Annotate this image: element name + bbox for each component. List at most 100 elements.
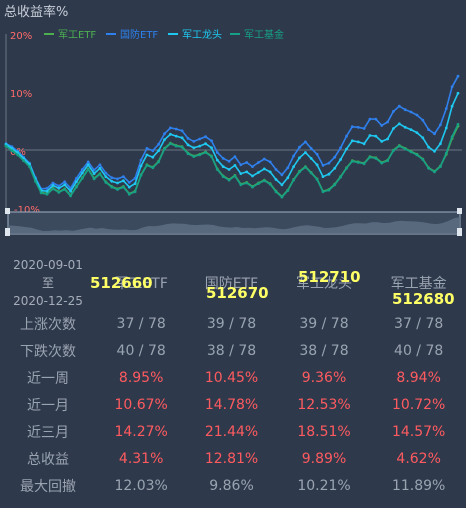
series-point [192,155,196,159]
series-point [215,151,219,154]
series-point [444,126,448,130]
fund-header: 国防ETF [186,256,276,310]
series-point [433,149,436,153]
series-point [415,113,419,117]
slider-handle-right[interactable] [457,228,462,236]
series-point [309,147,313,150]
legend[interactable]: 军工ETF 国防ETF 军工龙头 军工基金 [44,28,284,41]
series-point [16,153,20,157]
series-point [174,127,178,131]
series-point [139,164,143,168]
legend-label: 国防ETF [120,28,158,41]
series-point [57,186,61,190]
series-point [397,104,401,108]
series-point [215,158,219,162]
stat-value: 14.57% [391,423,446,440]
series-point [427,128,430,132]
series-point [251,174,254,178]
series-point [262,157,266,161]
stat-value: 21.44% [204,423,259,440]
series-point [22,159,25,163]
series-point [192,146,196,150]
legend-item[interactable]: 军工基金 [230,28,284,41]
series-point [215,168,219,171]
series-point [368,155,372,159]
series-point [298,145,301,149]
series-point [450,135,454,139]
series-point [386,120,389,124]
period-end: 2020-12-25 [13,294,83,308]
series-point [392,149,395,153]
series-point [392,127,395,130]
series-point [380,161,384,165]
fund-name: 国防ETF [204,276,259,292]
slider-handle-left-top[interactable] [5,208,10,214]
series-point [327,172,331,176]
series-point [210,155,213,159]
series-point [151,149,155,153]
legend-item[interactable]: 国防ETF [106,28,158,41]
series-point [180,129,184,133]
series-point [180,136,184,140]
series-layer [4,74,460,199]
series-point [315,178,319,181]
series-point [127,181,131,184]
series-point [63,180,67,184]
series-point [122,185,125,189]
stat-value: 40 / 78 [116,342,166,359]
series-point [374,134,378,138]
zoom-slider[interactable] [5,208,462,236]
series-point [80,176,84,180]
series-point [456,122,460,126]
series-point [257,171,260,174]
series-point [63,188,67,191]
series-point [298,170,301,174]
series-point [298,156,301,160]
series-point [380,124,384,127]
slider-handle-left[interactable] [5,228,10,236]
series-point [192,140,196,143]
series-point [262,167,266,171]
series-point [133,190,137,194]
y-tick-label: 20% [10,31,32,42]
fund-name: 军工基金 [390,276,447,292]
series-point [415,131,419,135]
series-point [268,170,272,174]
slider-handle-right-top[interactable] [457,208,462,214]
series-point [39,191,43,195]
series-point [116,188,119,191]
series-point [104,175,108,179]
series-point [386,137,389,141]
series-point [433,132,436,136]
series-point [280,195,284,199]
series-point [145,153,149,157]
series-point [127,192,131,196]
series-point [345,147,348,151]
series-point [444,107,448,110]
series-point [350,125,354,129]
row-label: 近三月 [27,424,69,441]
series-point [127,185,131,189]
series-point [433,170,436,174]
series-point [104,171,108,175]
stat-value: 10.45% [204,369,259,386]
legend-item[interactable]: 军工龙头 [168,28,222,41]
stats-table: 2020-09-01 至 2020-12-25 军工ETF 国防ETF 军工龙头… [0,256,466,499]
series-point [174,134,178,138]
series-point [333,166,337,170]
series-point [4,144,8,148]
series-point [98,163,102,167]
fund-code: 512680 [392,290,455,308]
stat-value: 14.78% [204,396,259,413]
series-point [80,168,84,171]
series-point [116,177,119,181]
series-point [169,142,172,146]
legend-item[interactable]: 军工ETF [44,29,96,41]
series-point [339,158,342,161]
series-point [104,181,108,184]
row-label: 近一周 [27,370,69,387]
series-point [321,164,325,167]
series-point [315,163,319,167]
series-point [75,180,78,184]
series-point [368,134,372,137]
